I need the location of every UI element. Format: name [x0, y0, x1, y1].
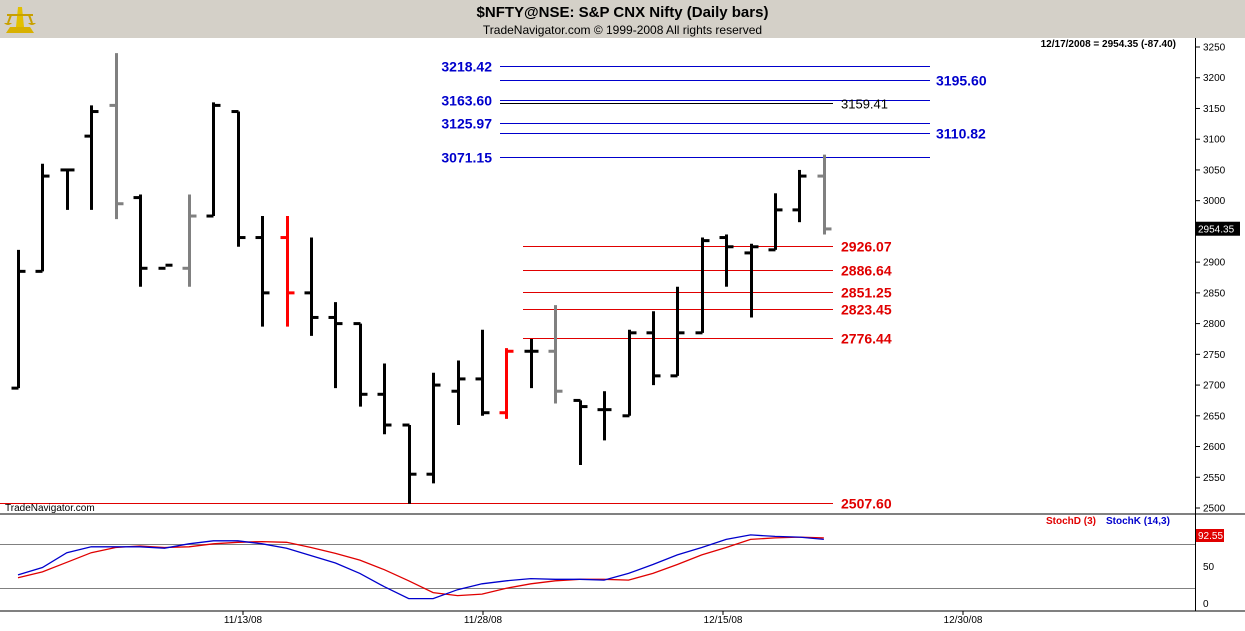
y-tick-label: 2850 [1203, 288, 1226, 299]
chart-frames [0, 38, 1245, 631]
level-label: 2926.07 [841, 239, 892, 255]
last-bar-info: 12/17/2008 = 2954.35 (-87.40) [1041, 39, 1176, 50]
y-tick-label: 3100 [1203, 135, 1226, 146]
ohlc-bar [109, 53, 124, 220]
stochastic-panel: 0 50 StochD (3) StochK (14,3) 92.55 [0, 516, 1224, 610]
y-tick-label: 3150 [1203, 104, 1226, 115]
x-tick-label: 12/30/08 [944, 615, 983, 626]
stoch-series-line [17, 536, 824, 597]
level-label: 3159.41 [841, 97, 888, 112]
date-axis: 11/13/08 11/28/08 12/15/08 12/30/08 [224, 611, 983, 626]
y-tick-label: 2650 [1203, 411, 1226, 422]
trade-navigator-logo [4, 7, 36, 33]
level-label: 2507.60 [841, 496, 892, 512]
watermark-text: TradeNavigator.com [5, 503, 95, 514]
x-tick-label: 12/15/08 [704, 615, 743, 626]
level-label: 3163.60 [441, 93, 492, 109]
ohlc-bar [182, 194, 197, 287]
ohlc-bar [622, 329, 637, 418]
ohlc-bar [158, 263, 173, 270]
y-tick-label: 3200 [1203, 73, 1226, 84]
ohlc-bar [597, 391, 612, 441]
level-label: 2776.44 [841, 331, 892, 347]
ohlc-bar [353, 322, 368, 407]
ohlc-bar [451, 360, 466, 426]
date-axis-strip [0, 612, 1245, 631]
y-tick-label: 2900 [1203, 258, 1226, 269]
ohlc-bar [573, 398, 588, 465]
y-tick-label: 2550 [1203, 473, 1226, 484]
ohlc-bar [548, 305, 563, 404]
ohlc-bar [524, 338, 539, 389]
level-label: 3195.60 [936, 73, 987, 89]
ohlc-bar [84, 105, 99, 210]
copyright-text: TradeNavigator.com © 1999-2008 All right… [482, 23, 763, 37]
y-tick-label: 2700 [1203, 381, 1226, 392]
ohlc-bar [402, 423, 417, 504]
stoch-last-value: 92.55 [1198, 531, 1223, 542]
level-label: 2823.45 [841, 302, 892, 318]
ohlc-bar [768, 193, 783, 252]
stoch-last-box [1196, 529, 1224, 542]
y-tick-label: 2600 [1203, 442, 1226, 453]
level-label: 3218.42 [441, 59, 492, 75]
stoch-series-line [17, 534, 824, 600]
ohlc-bar [11, 249, 26, 390]
y-tick-label: 3250 [1203, 43, 1226, 54]
ohlc-bar [792, 169, 807, 223]
level-label: 3110.82 [936, 126, 986, 142]
x-tick-label: 11/28/08 [464, 615, 503, 626]
stoch-tick-label: 0 [1203, 599, 1209, 610]
ohlc-bar [719, 234, 734, 287]
price-axis: 2500255026002650270027502800285029002950… [1195, 43, 1240, 515]
ohlc-bar [35, 163, 50, 273]
y-tick-label: 2800 [1203, 319, 1226, 330]
ohlc-bar [328, 302, 343, 389]
stoch-tick-label: 50 [1203, 562, 1215, 573]
legend-stochk: StochK (14,3) [1106, 516, 1170, 527]
ohlc-bar [255, 216, 270, 327]
level-label: 3125.97 [441, 116, 492, 132]
ohlc-bar [744, 243, 759, 318]
y-tick-label: 2750 [1203, 350, 1226, 361]
ohlc-bar [377, 363, 392, 435]
ohlc-bar [426, 372, 441, 484]
ohlc-bar [695, 237, 710, 335]
level-lines: 3218.42 3195.60 3163.60 3159.41 3125.97 3110.… [0, 59, 987, 512]
ohlc-bar [280, 216, 295, 327]
x-tick-label: 11/13/08 [224, 615, 263, 626]
ohlc-bar [475, 329, 490, 416]
last-price-label: 2954.35 [1198, 225, 1235, 236]
ohlc-bar [304, 237, 319, 336]
ohlc-bar [817, 154, 832, 235]
chart-title: $NFTY@NSE: S&P CNX Nifty (Daily bars) [476, 4, 769, 21]
y-tick-label: 2500 [1203, 504, 1226, 515]
ohlc-bar [499, 348, 514, 419]
price-bars [11, 53, 832, 504]
level-label: 2851.25 [841, 285, 892, 301]
ohlc-bar [60, 168, 75, 210]
ohlc-bar [231, 110, 246, 247]
y-tick-label: 3000 [1203, 196, 1226, 207]
last-price-box [1196, 221, 1240, 236]
y-tick-label: 3050 [1203, 165, 1226, 176]
ohlc-bar [646, 311, 661, 386]
legend-stochd: StochD (3) [1046, 516, 1096, 527]
ohlc-bar [206, 102, 221, 218]
level-label: 2886.64 [841, 263, 892, 279]
ohlc-bar [670, 286, 685, 378]
ohlc-bar [133, 194, 148, 287]
title-bar: $NFTY@NSE: S&P CNX Nifty (Daily bars) Tr… [0, 0, 1245, 38]
level-label: 3071.15 [441, 150, 492, 166]
